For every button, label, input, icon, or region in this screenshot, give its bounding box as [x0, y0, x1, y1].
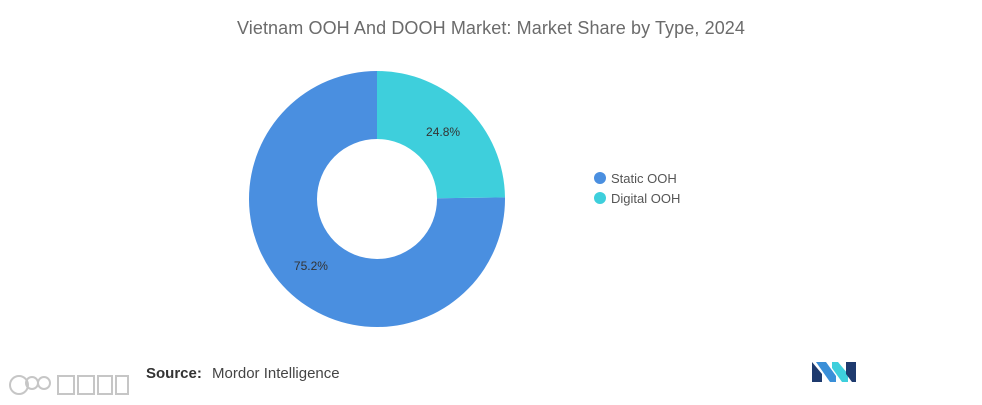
- watermark-logo-icon: [9, 375, 129, 395]
- source-note: Source: Mordor Intelligence: [146, 365, 340, 382]
- source-label: Source:: [146, 365, 202, 382]
- donut-slice-static-ooh: [249, 71, 505, 327]
- source-value: Mordor Intelligence: [212, 365, 340, 382]
- legend-item-digital-ooh[interactable]: Digital OOH: [594, 188, 680, 208]
- donut-labels: 75.2% 24.8%: [294, 125, 460, 273]
- donut-slice-digital-ooh: [377, 71, 505, 199]
- donut-label-static-ooh: 75.2%: [294, 259, 328, 273]
- legend-label-digital-ooh: Digital OOH: [611, 190, 681, 206]
- mordor-intelligence-logo-icon: [812, 362, 856, 382]
- legend-item-static-ooh[interactable]: Static OOH: [594, 168, 680, 188]
- legend-swatch-static-ooh: [594, 172, 606, 184]
- chart-title: Vietnam OOH And DOOH Market: Market Shar…: [236, 18, 746, 38]
- legend-swatch-digital-ooh: [594, 192, 606, 204]
- chart-legend: Static OOH Digital OOH: [594, 168, 680, 208]
- donut-slices: [249, 71, 505, 327]
- donut-label-digital-ooh: 24.8%: [426, 125, 460, 139]
- legend-label-static-ooh: Static OOH: [611, 170, 677, 186]
